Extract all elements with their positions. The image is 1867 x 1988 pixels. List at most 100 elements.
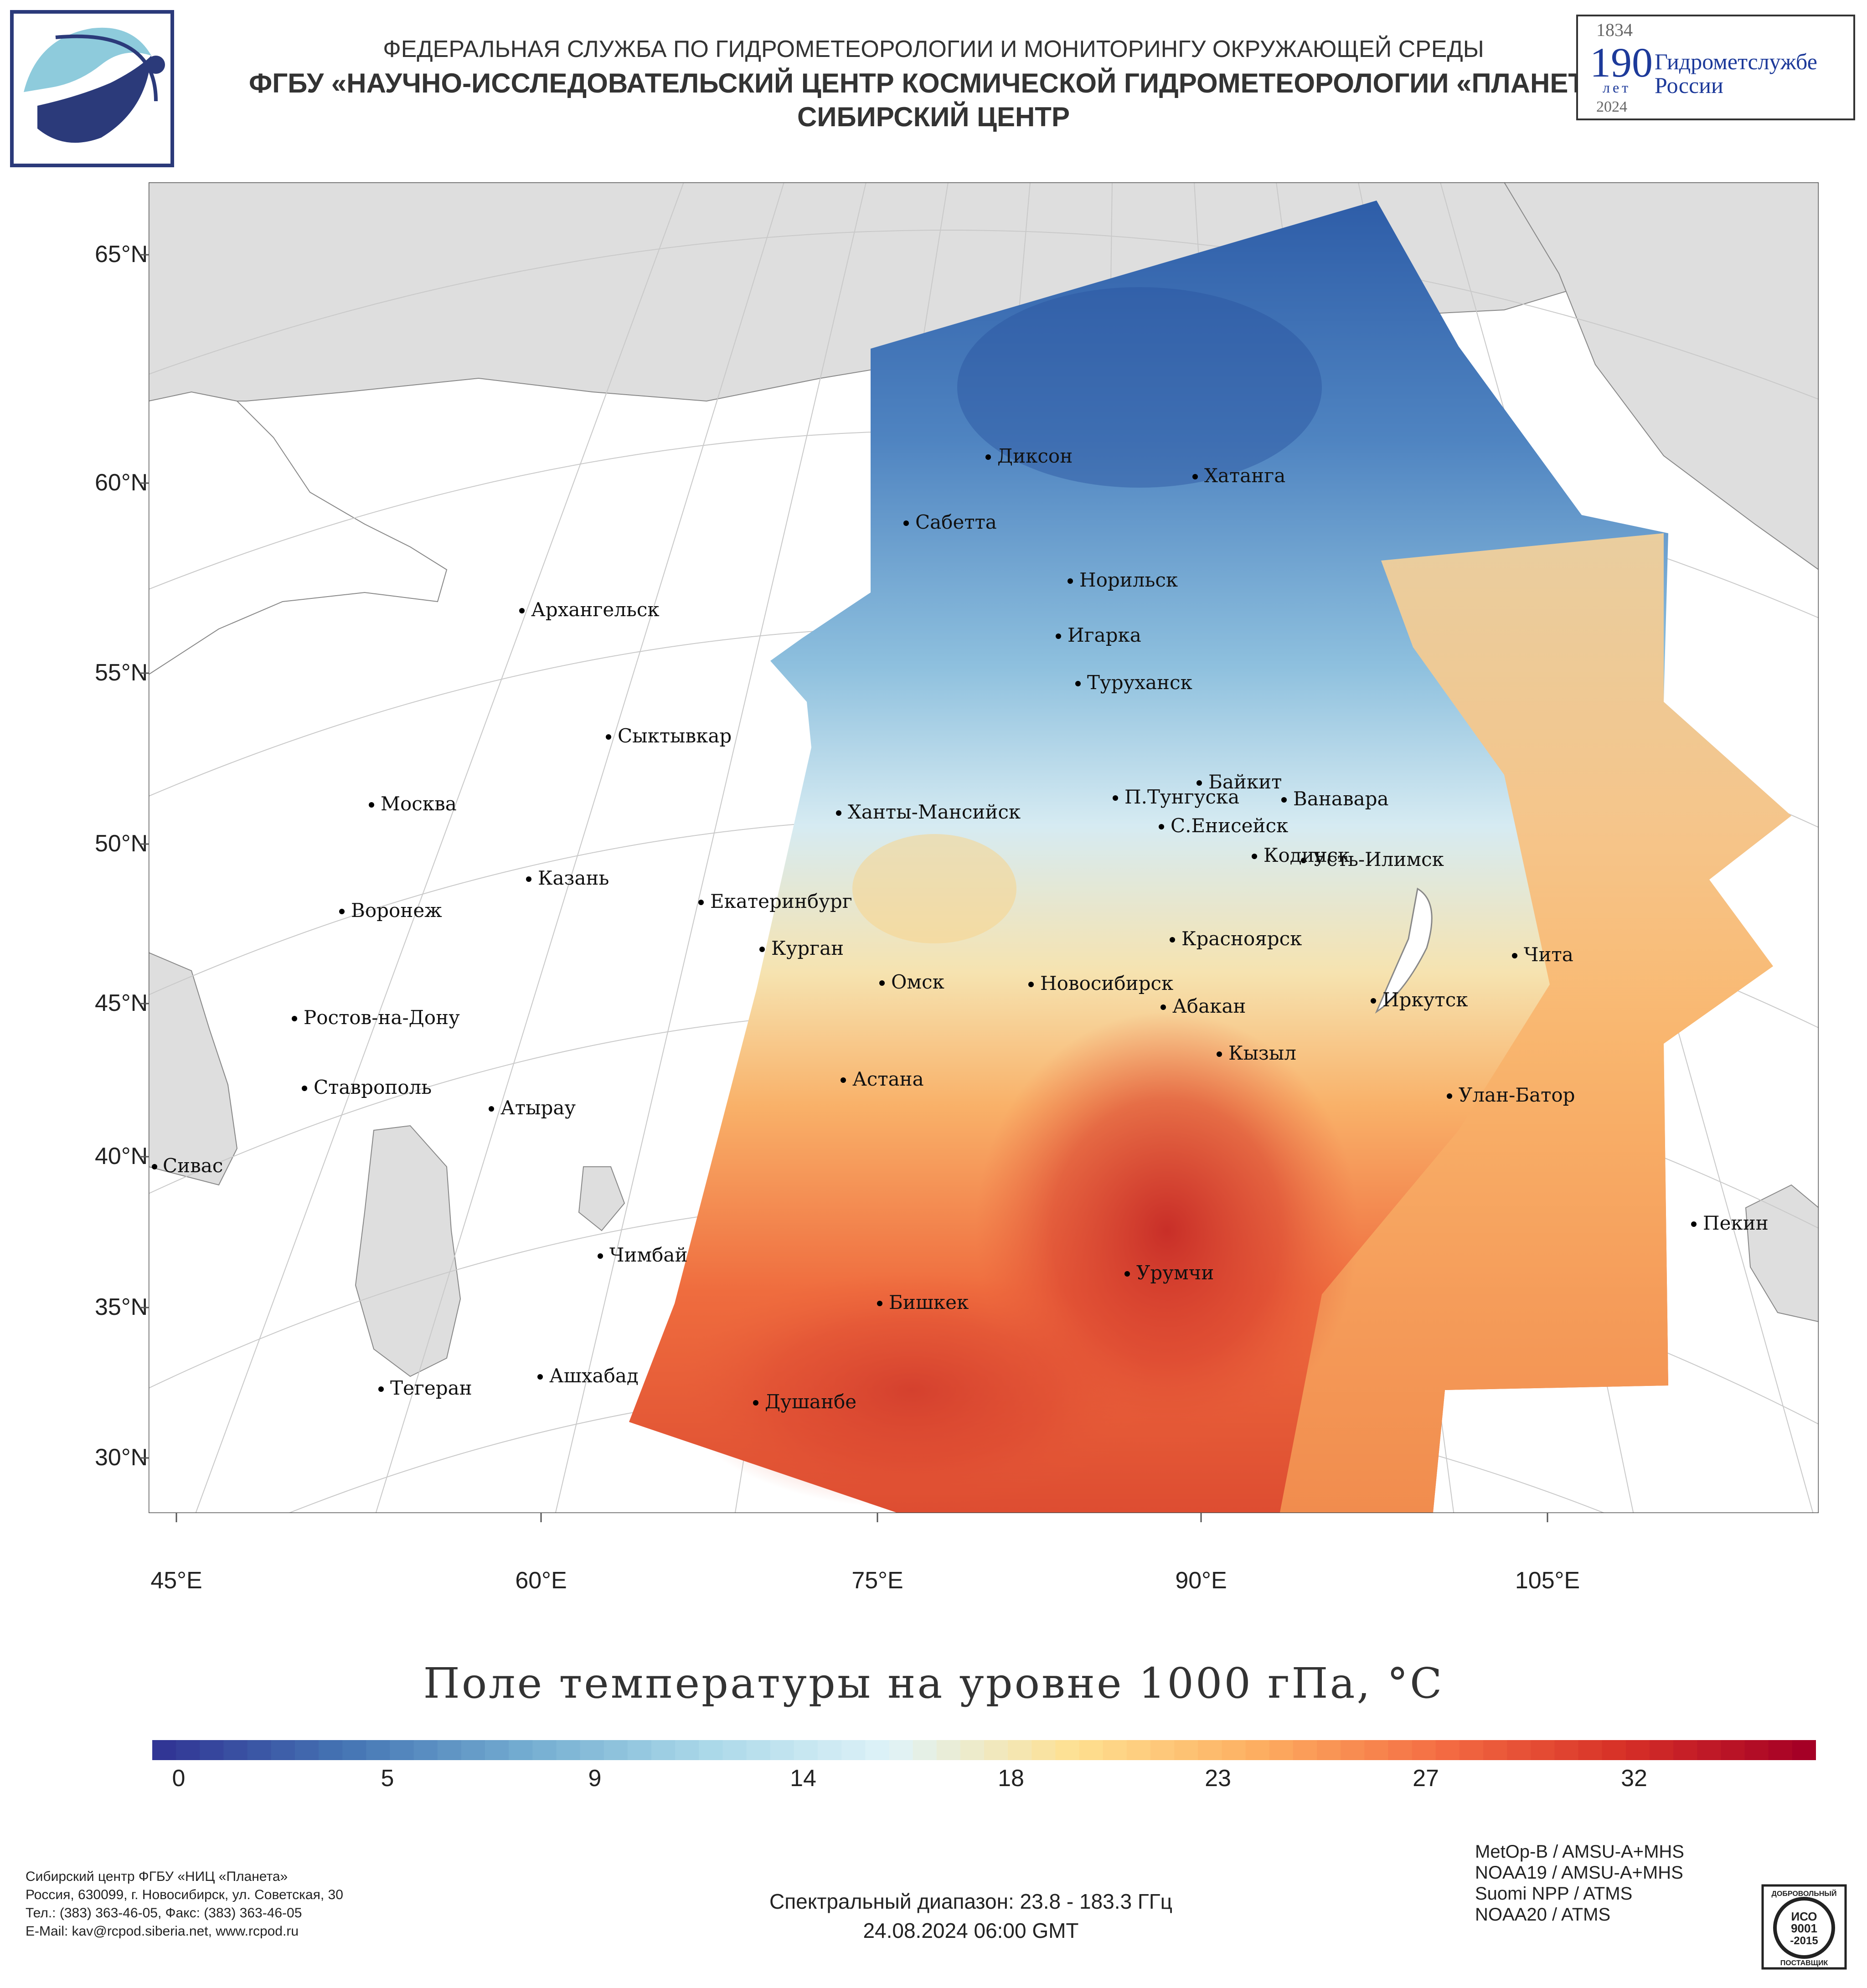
colorbar-swatch: [532, 1740, 557, 1760]
city-label: Кодинск: [1264, 844, 1350, 866]
city-label: Сыктывкар: [618, 725, 732, 747]
colorbar-swatch: [152, 1740, 176, 1760]
lat-label-35: 35°N: [95, 1294, 148, 1320]
city-label: Абакан: [1172, 995, 1246, 1017]
iso-line3: -2015: [1790, 1935, 1818, 1947]
instrument-item: Suomi NPP / ATMS: [1475, 1884, 1633, 1904]
colorbar-swatch: [294, 1740, 319, 1760]
header-institute: ФГБУ «НАУЧНО-ИССЛЕДОВАТЕЛЬСКИЙ ЦЕНТР КОС…: [249, 68, 1618, 98]
lon-label-105: 105°E: [1515, 1567, 1580, 1594]
colorbar-swatch: [485, 1740, 509, 1760]
city-label: Улан-Батор: [1459, 1084, 1575, 1106]
iso-line2: 9001: [1791, 1921, 1817, 1935]
city-label: Тегеран: [390, 1377, 472, 1399]
colorbar-swatch: [960, 1740, 985, 1760]
colorbar-tick-label: 23: [1205, 1765, 1231, 1792]
colorbar-swatch: [1008, 1740, 1032, 1760]
lon-label-60: 60°E: [515, 1567, 567, 1594]
colorbar-swatch: [1317, 1740, 1341, 1760]
colorbar: [152, 1740, 1816, 1760]
colorbar-swatch: [936, 1740, 961, 1760]
colorbar-swatch: [1744, 1740, 1769, 1760]
colorbar-swatch: [1602, 1740, 1626, 1760]
city-label: С.Енисейск: [1171, 814, 1288, 837]
city-label: Сабетта: [915, 511, 997, 533]
colorbar-swatch: [603, 1740, 628, 1760]
colorbar-swatch: [1198, 1740, 1222, 1760]
colorbar-tick-label: 0: [172, 1765, 186, 1792]
city-label: Байкит: [1208, 771, 1282, 793]
badge-year-start: 1834: [1596, 20, 1633, 40]
organization-contacts: Сибирский центр ФГБУ «НИЦ «Планета» Росс…: [26, 1868, 343, 1941]
colorbar-swatch: [437, 1740, 462, 1760]
colorbar-swatch: [1531, 1740, 1555, 1760]
city-label: Кызыл: [1228, 1042, 1296, 1064]
colorbar-swatch: [722, 1740, 747, 1760]
latitude-labels: 65°N 60°N 55°N 50°N 45°N 40°N 35°N 30°N: [95, 241, 148, 1471]
colorbar-tick-label: 9: [588, 1765, 602, 1792]
colorbar-tick-label: 27: [1413, 1765, 1439, 1792]
city-label: Ашхабад: [549, 1365, 639, 1387]
city-label: Сивас: [163, 1154, 223, 1177]
city-label: Москва: [381, 793, 457, 815]
city-label: Ванавара: [1293, 788, 1389, 810]
colorbar-swatch: [1126, 1740, 1151, 1760]
city-label: Бишкек: [889, 1291, 969, 1313]
city-label: Архангельск: [531, 598, 660, 621]
colorbar-swatch: [1269, 1740, 1294, 1760]
anniversary-badge: 1834 190 лет 2024 Гидрометслужбе России: [1576, 15, 1855, 120]
colorbar-swatch: [770, 1740, 794, 1760]
city-label: Урумчи: [1136, 1262, 1214, 1284]
city-labels: Диксон Хатанга Сабетта Норильск Архангел…: [163, 445, 1769, 1413]
colorbar-swatch: [223, 1740, 248, 1760]
city-label: Ростов-на-Дону: [304, 1006, 460, 1029]
colorbar-swatch: [675, 1740, 700, 1760]
colorbar-swatch: [1293, 1740, 1317, 1760]
header-center: СИБИРСКИЙ ЦЕНТР: [797, 102, 1070, 132]
city-label: Екатеринбург: [710, 890, 852, 912]
colorbar-swatch: [889, 1740, 913, 1760]
colorbar-swatch: [865, 1740, 890, 1760]
iso-line1: ИСО: [1791, 1910, 1817, 1923]
city-label: Ханты-Мансийск: [848, 801, 1021, 823]
colorbar-swatch: [699, 1740, 723, 1760]
colorbar-swatch: [1459, 1740, 1484, 1760]
colorbar-swatch: [1721, 1740, 1745, 1760]
colorbar-swatch: [1055, 1740, 1080, 1760]
city-markers: [152, 454, 1697, 1406]
instrument-item: MetOp-B / AMSU-A+MHS: [1475, 1842, 1684, 1862]
colorbar-swatch: [1768, 1740, 1793, 1760]
instrument-list: MetOp-B / AMSU-A+MHS NOAA19 / AMSU-A+MHS…: [1475, 1841, 1684, 1925]
colorbar-swatch: [818, 1740, 842, 1760]
city-label: Новосибирск: [1040, 972, 1173, 994]
colorbar-swatch: [390, 1740, 414, 1760]
lon-label-90: 90°E: [1175, 1567, 1227, 1594]
colorbar-swatch: [1388, 1740, 1413, 1760]
badge-unit: лет: [1603, 79, 1631, 96]
badge-text-2: России: [1655, 72, 1723, 98]
colorbar-swatch: [1245, 1740, 1270, 1760]
colorbar-tick-label: 32: [1621, 1765, 1647, 1792]
colorbar-swatch: [342, 1740, 367, 1760]
colorbar-swatch: [580, 1740, 604, 1760]
colorbar-swatch: [413, 1740, 438, 1760]
city-label: Пекин: [1703, 1212, 1769, 1234]
latitude-ticks: [139, 254, 149, 1459]
colorbar-swatch: [1103, 1740, 1127, 1760]
instrument-item: NOAA19 / AMSU-A+MHS: [1475, 1863, 1683, 1883]
longitude-labels: 45°E 60°E 75°E 90°E 105°E: [150, 1567, 1580, 1594]
iso-certification-icon: ДОБРОВОЛЬНЫЙ ИСО 9001 -2015 ПОСТАВЩИК: [1761, 1884, 1847, 1970]
lat-label-65: 65°N: [95, 241, 148, 268]
colorbar-swatch: [1625, 1740, 1650, 1760]
map-title: Поле температуры на уровне 1000 гПа, °С: [423, 1659, 1444, 1708]
city-label: Норильск: [1079, 569, 1178, 591]
org-phone: Тел.: (383) 363-46-05, Факс: (383) 363-4…: [26, 1906, 302, 1921]
city-label: Туруханск: [1087, 671, 1192, 694]
colorbar-swatch: [1697, 1740, 1722, 1760]
colorbar-swatch: [1174, 1740, 1199, 1760]
colorbar-swatch: [1222, 1740, 1246, 1760]
city-label: Воронеж: [351, 899, 442, 922]
instrument-item: NOAA20 / ATMS: [1475, 1905, 1611, 1925]
colorbar-swatch: [271, 1740, 295, 1760]
badge-number: 190: [1590, 39, 1653, 86]
